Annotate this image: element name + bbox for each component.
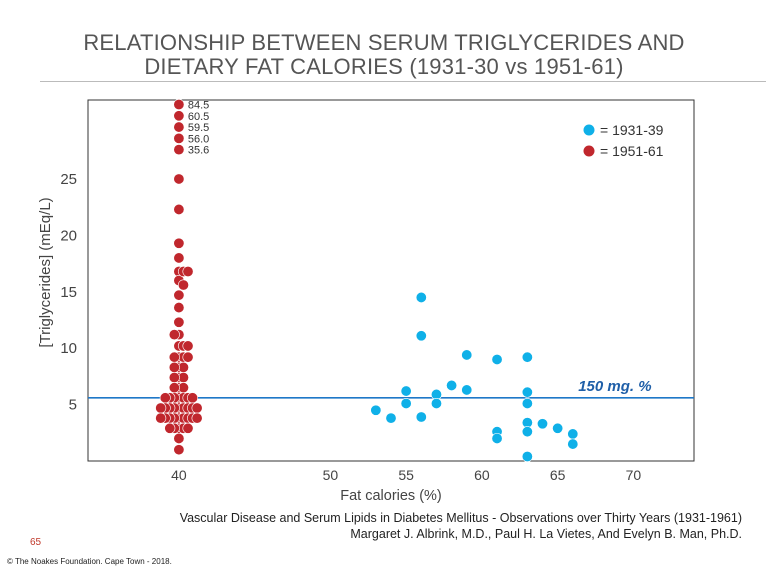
slide-title-line1: RELATIONSHIP BETWEEN SERUM TRIGLYCERIDES… bbox=[83, 30, 685, 55]
data-point-1931-39 bbox=[415, 330, 427, 342]
outlier-value-label: 60.5 bbox=[188, 111, 209, 123]
data-point-1931-39 bbox=[491, 432, 503, 444]
data-point-1931-39 bbox=[430, 397, 442, 409]
data-point-1951-61 bbox=[173, 110, 185, 122]
data-point-1951-61 bbox=[187, 392, 199, 404]
citation-title: Vascular Disease and Serum Lipids in Dia… bbox=[179, 511, 742, 525]
x-tick-label: 65 bbox=[550, 467, 566, 483]
data-point-1931-39 bbox=[415, 411, 427, 423]
data-point-1951-61 bbox=[173, 252, 185, 264]
data-point-1951-61 bbox=[173, 237, 185, 249]
data-point-1931-39 bbox=[461, 384, 473, 396]
outlier-value-label: 56.0 bbox=[188, 133, 209, 145]
copyright-notice: © The Noakes Foundation. Cape Town - 201… bbox=[7, 557, 172, 566]
y-tick-label: 10 bbox=[60, 340, 77, 357]
data-point-1951-61 bbox=[155, 412, 167, 424]
data-point-1931-39 bbox=[400, 397, 412, 409]
slide-title-line2: DIETARY FAT CALORIES (1931-30 vs 1951-61… bbox=[144, 54, 624, 79]
data-point-1931-39 bbox=[461, 349, 473, 361]
data-point-1951-61 bbox=[173, 99, 185, 111]
legend-label: = 1931-39 bbox=[600, 122, 664, 138]
citation-authors: Margaret J. Albrink, M.D., Paul H. La Vi… bbox=[350, 527, 742, 541]
data-point-1951-61 bbox=[168, 351, 180, 363]
data-point-1931-39 bbox=[491, 353, 503, 365]
data-point-1931-39 bbox=[567, 438, 579, 450]
data-point-1931-39 bbox=[552, 422, 564, 434]
data-point-1951-61 bbox=[173, 316, 185, 328]
data-point-1931-39 bbox=[521, 397, 533, 409]
x-tick-label: 60 bbox=[474, 467, 490, 483]
outlier-value-label: 35.6 bbox=[188, 145, 209, 157]
data-point-1951-61 bbox=[182, 340, 194, 352]
data-point-1951-61 bbox=[182, 422, 194, 434]
y-tick-label: 15 bbox=[60, 284, 77, 301]
data-point-1931-39 bbox=[521, 386, 533, 398]
data-point-1931-39 bbox=[446, 379, 458, 391]
data-point-1951-61 bbox=[168, 329, 180, 341]
legend-marker bbox=[583, 124, 595, 136]
data-point-1931-39 bbox=[536, 418, 548, 430]
data-point-1931-39 bbox=[521, 426, 533, 438]
data-point-1951-61 bbox=[173, 173, 185, 185]
page-number: 65 bbox=[30, 537, 42, 548]
data-point-1951-61 bbox=[159, 392, 171, 404]
title-divider bbox=[40, 81, 766, 82]
data-point-1951-61 bbox=[168, 361, 180, 373]
x-tick-label: 50 bbox=[323, 467, 339, 483]
data-point-1931-39 bbox=[370, 404, 382, 416]
x-axis-label: Fat calories (%) bbox=[340, 488, 442, 504]
data-point-1951-61 bbox=[191, 402, 203, 414]
data-point-1951-61 bbox=[155, 402, 167, 414]
legend-marker bbox=[583, 145, 595, 157]
data-point-1951-61 bbox=[182, 351, 194, 363]
outlier-value-label: 84.5 bbox=[188, 100, 209, 112]
reference-line-label: 150 mg. % bbox=[578, 378, 651, 395]
data-point-1951-61 bbox=[173, 432, 185, 444]
plot-frame bbox=[87, 99, 695, 462]
data-point-1931-39 bbox=[400, 385, 412, 397]
data-point-1931-39 bbox=[385, 412, 397, 424]
y-axis-label: [Triglycerides] (mEq/L) bbox=[37, 197, 54, 347]
data-point-1931-39 bbox=[415, 291, 427, 303]
data-point-1951-61 bbox=[182, 265, 194, 277]
data-point-1951-61 bbox=[168, 372, 180, 384]
y-tick-label: 5 bbox=[69, 397, 77, 414]
data-point-1951-61 bbox=[173, 144, 185, 156]
data-point-1951-61 bbox=[173, 121, 185, 133]
data-point-1951-61 bbox=[173, 132, 185, 144]
data-point-1951-61 bbox=[191, 412, 203, 424]
x-tick-label: 70 bbox=[626, 467, 642, 483]
y-tick-label: 20 bbox=[60, 227, 77, 244]
data-point-1951-61 bbox=[164, 422, 176, 434]
data-point-1931-39 bbox=[521, 450, 533, 462]
data-point-1951-61 bbox=[168, 382, 180, 394]
data-point-1951-61 bbox=[177, 279, 189, 291]
x-tick-label: 55 bbox=[398, 467, 414, 483]
outlier-value-label: 59.5 bbox=[188, 122, 209, 134]
data-point-1951-61 bbox=[173, 203, 185, 215]
legend-label: = 1951-61 bbox=[600, 143, 664, 159]
y-tick-label: 25 bbox=[60, 171, 77, 188]
data-point-1931-39 bbox=[521, 351, 533, 363]
data-point-1931-39 bbox=[567, 428, 579, 440]
x-tick-label: 40 bbox=[171, 467, 187, 483]
data-point-1951-61 bbox=[173, 302, 185, 314]
data-point-1951-61 bbox=[173, 289, 185, 301]
data-point-1951-61 bbox=[173, 444, 185, 456]
